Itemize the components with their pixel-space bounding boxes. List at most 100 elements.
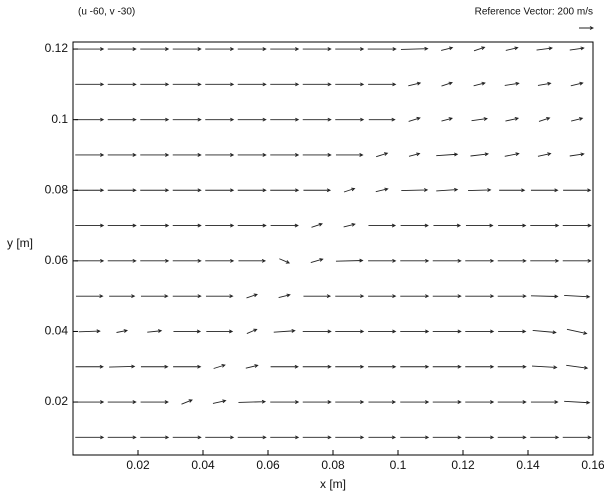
vector [173, 364, 202, 369]
vector [238, 258, 267, 263]
vector [571, 117, 584, 122]
vector [302, 47, 332, 51]
vector [270, 117, 300, 122]
x-tick-label: 0.16 [581, 458, 604, 472]
vector [172, 47, 202, 51]
vector [504, 152, 520, 157]
vector [278, 293, 291, 298]
vector [270, 435, 300, 440]
vector [140, 153, 170, 157]
vector [75, 153, 105, 157]
vector [303, 188, 332, 193]
y-tick-label: 0.06 [45, 253, 69, 267]
vector [140, 258, 170, 263]
vector [140, 47, 170, 51]
vector [303, 294, 332, 299]
vector [109, 294, 136, 299]
vector [566, 328, 588, 335]
vector [497, 435, 527, 440]
vector [302, 82, 332, 87]
vector [400, 46, 429, 51]
vector [335, 82, 365, 87]
y-tick-label: 0.1 [51, 112, 68, 126]
vector [270, 47, 300, 51]
vector [246, 293, 258, 299]
vector [140, 400, 169, 404]
vector [172, 82, 202, 87]
vector [530, 223, 560, 228]
vector [140, 188, 170, 193]
vector [471, 117, 488, 122]
vector [107, 47, 137, 51]
x-tick-label: 0.12 [451, 458, 475, 472]
vector [538, 116, 551, 122]
vector [562, 435, 592, 440]
vector [302, 153, 332, 157]
vector [237, 117, 267, 122]
vector [107, 117, 137, 122]
y-tick-label: 0.12 [45, 41, 69, 55]
vector [335, 329, 365, 334]
vector [270, 188, 300, 193]
x-tick-label: 0.1 [390, 458, 407, 472]
annotation: (u -60, v -30) [78, 7, 135, 18]
vector [205, 153, 235, 157]
vector [368, 364, 397, 369]
vector [400, 294, 430, 299]
vector [564, 400, 591, 405]
vector [311, 222, 323, 228]
vector [368, 82, 397, 87]
vector [566, 364, 589, 370]
vector [530, 294, 559, 299]
vector [465, 329, 495, 334]
vector [564, 294, 591, 299]
vector [473, 81, 486, 87]
vector [213, 364, 226, 369]
plot-frame [72, 41, 594, 456]
vector [465, 223, 494, 228]
vector [270, 223, 299, 228]
vector [497, 400, 527, 404]
vector [335, 435, 365, 440]
reference-label: Reference Vector: 200 m/s [475, 7, 593, 18]
vector [537, 152, 552, 157]
vector [172, 294, 202, 299]
vector [107, 223, 137, 228]
x-tick-label: 0.08 [321, 458, 345, 472]
vector [205, 188, 235, 193]
vector [504, 81, 520, 86]
vector [237, 188, 267, 193]
vector [497, 364, 527, 369]
vector [375, 187, 389, 193]
vector [441, 117, 453, 122]
vector [432, 364, 462, 369]
vector [107, 82, 137, 87]
vector [302, 400, 332, 404]
vector [400, 435, 430, 440]
vector [408, 152, 421, 157]
y-axis-label: y [m] [7, 236, 33, 250]
vector [499, 188, 526, 193]
vector [140, 117, 170, 122]
vector [536, 46, 553, 51]
vector [302, 435, 332, 440]
vector [441, 81, 453, 87]
vector [468, 188, 492, 192]
vector [400, 364, 430, 369]
reference-vector [579, 26, 595, 30]
vector [537, 81, 552, 86]
vector [206, 329, 234, 334]
vector [237, 153, 267, 157]
vector [147, 329, 163, 333]
vector [75, 294, 104, 299]
vector [368, 435, 397, 440]
vector [172, 117, 202, 122]
vector [368, 258, 397, 263]
vector-field [75, 46, 592, 440]
vector [400, 258, 430, 263]
vector [343, 187, 356, 193]
vector [172, 258, 202, 263]
y-tick-label: 0.04 [45, 324, 69, 338]
vector [140, 435, 170, 440]
